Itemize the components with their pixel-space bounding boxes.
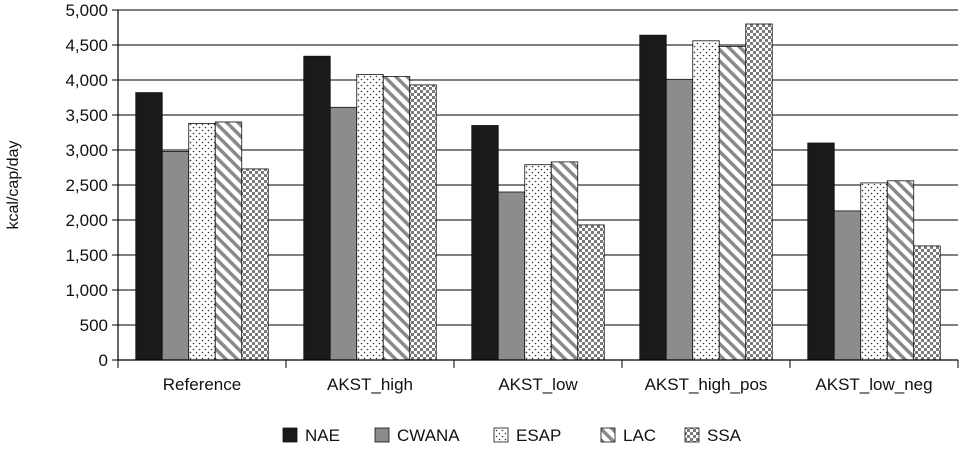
y-tick-label: 3,000 [65, 141, 108, 160]
bar-cwana-reference [161, 150, 190, 361]
bar-ssa-akst_low [577, 224, 605, 361]
bar-esap-akst_low [524, 164, 552, 361]
legend-swatch-lac [600, 427, 616, 443]
bar-esap-akst_high [356, 74, 384, 361]
bar-nae-akst_low [471, 125, 499, 361]
y-tick-label: 0 [99, 351, 108, 370]
x-tick-label: AKST_low_neg [815, 375, 932, 394]
legend-label-cwana: CWANA [397, 426, 460, 445]
bar-lac-akst_low_neg [886, 180, 915, 361]
bar-ssa-reference [241, 168, 269, 361]
bar-nae-akst_low_neg [807, 142, 835, 361]
bar-esap-reference [188, 123, 216, 361]
y-tick-label: 3,500 [65, 106, 108, 125]
legend-label-lac: LAC [623, 426, 656, 445]
y-tick-label: 1,500 [65, 246, 108, 265]
bar-nae-akst_high_pos [639, 34, 667, 361]
x-tick-label: Reference [163, 375, 241, 394]
y-tick-label: 4,000 [65, 71, 108, 90]
y-tick-label: 5,000 [65, 1, 108, 20]
x-tick-label: AKST_high_pos [645, 375, 768, 394]
bar-lac-akst_low [550, 161, 579, 361]
bar-cwana-akst_low [497, 191, 526, 361]
bar-cwana-akst_high [329, 106, 358, 361]
legend-swatch-nae [282, 427, 298, 443]
legend-label-ssa: SSA [707, 426, 742, 445]
legend-label-nae: NAE [305, 426, 340, 445]
bar-lac-reference [214, 121, 243, 361]
bar-lac-akst_high_pos [718, 46, 747, 361]
x-tick-label: AKST_low [498, 375, 578, 394]
y-tick-label: 2,000 [65, 211, 108, 230]
bar-ssa-akst_low_neg [913, 245, 941, 361]
bar-esap-akst_low_neg [860, 182, 888, 361]
legend-swatch-esap [493, 427, 509, 443]
bar-nae-akst_high [303, 55, 331, 361]
bar-cwana-akst_high_pos [665, 78, 694, 361]
bar-esap-akst_high_pos [692, 40, 720, 361]
bar-ssa-akst_high [409, 84, 437, 361]
legend-swatch-cwana [374, 427, 390, 443]
y-axis-title: kcal/cap/day [5, 141, 22, 230]
y-tick-label: 4,500 [65, 36, 108, 55]
bar-lac-akst_high [382, 76, 411, 361]
legend-label-esap: ESAP [516, 426, 561, 445]
bar-nae-reference [135, 92, 163, 361]
bar-ssa-akst_high_pos [745, 23, 773, 361]
x-tick-label: AKST_high [327, 375, 413, 394]
y-tick-label: 2,500 [65, 176, 108, 195]
legend-swatch-ssa [684, 427, 700, 443]
bar-cwana-akst_low_neg [833, 210, 862, 361]
y-tick-label: 500 [80, 316, 108, 335]
y-tick-label: 1,000 [65, 281, 108, 300]
